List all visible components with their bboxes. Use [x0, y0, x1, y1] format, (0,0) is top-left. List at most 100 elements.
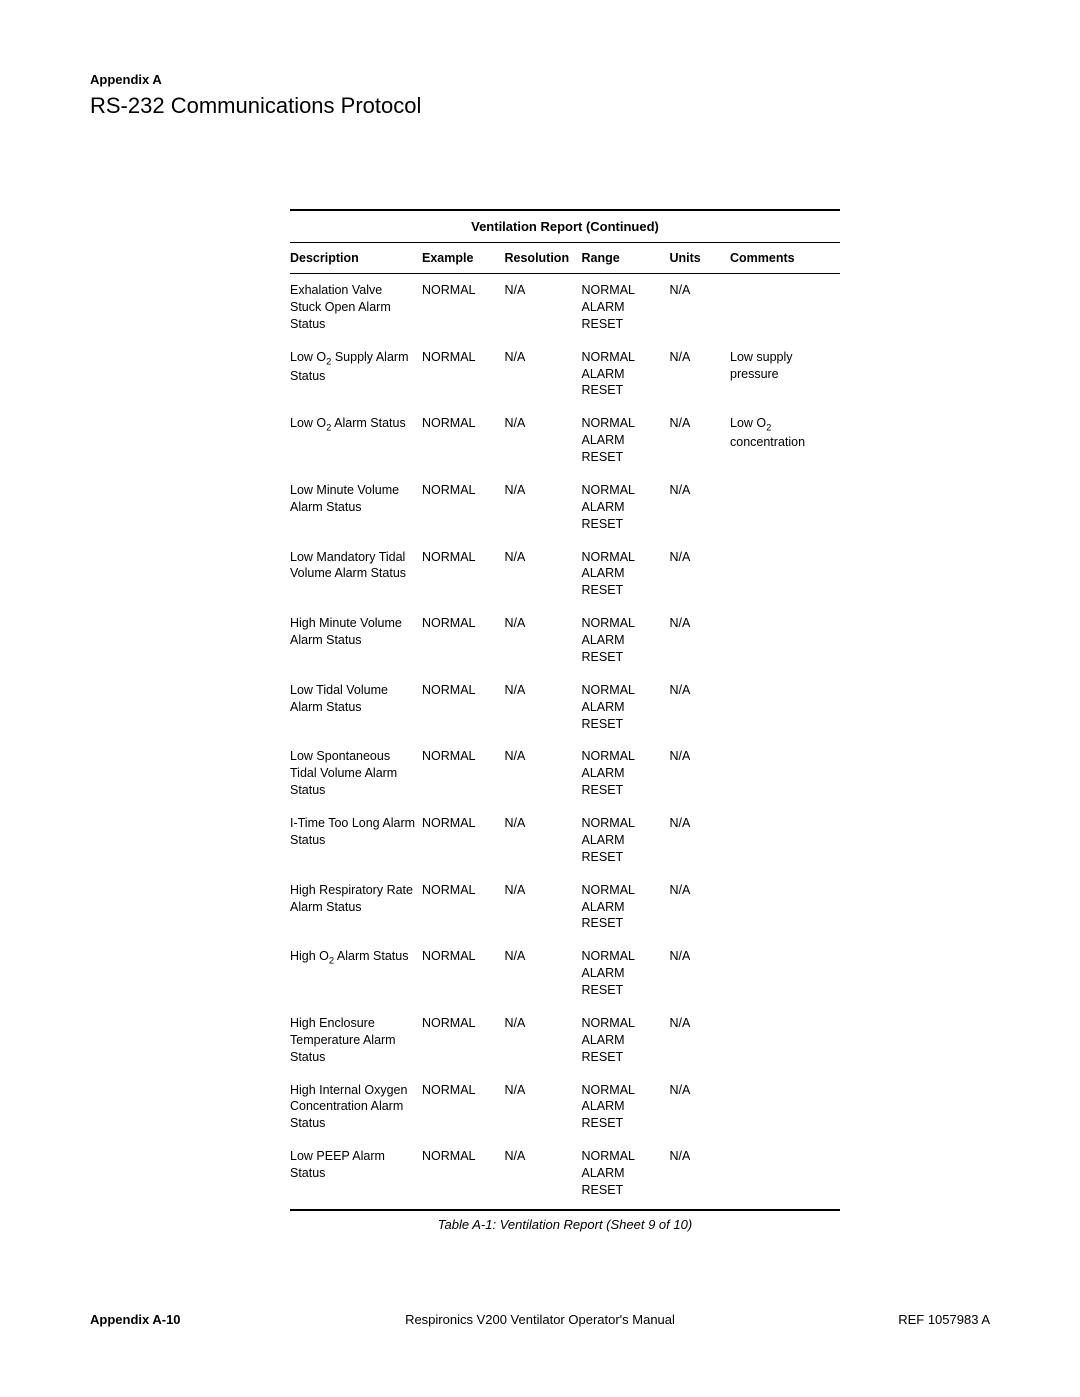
cell-units: N/A	[670, 341, 731, 408]
cell-comments	[730, 740, 840, 807]
cell-comments	[730, 541, 840, 608]
cell-description: Low Mandatory Tidal Volume Alarm Status	[290, 541, 422, 608]
table-row: High Respiratory Rate Alarm StatusNORMAL…	[290, 874, 840, 941]
cell-resolution: N/A	[505, 474, 582, 541]
col-header-comments: Comments	[730, 243, 840, 274]
table-row: High Minute Volume Alarm StatusNORMALN/A…	[290, 607, 840, 674]
cell-units: N/A	[670, 1074, 731, 1141]
cell-resolution: N/A	[505, 274, 582, 341]
cell-description: Low Spontaneous Tidal Volume Alarm Statu…	[290, 740, 422, 807]
cell-units: N/A	[670, 274, 731, 341]
cell-range: NORMALALARMRESET	[582, 1074, 670, 1141]
cell-resolution: N/A	[505, 341, 582, 408]
table-row: Low O2 Alarm StatusNORMALN/ANORMALALARMR…	[290, 407, 840, 474]
cell-description: Low O2 Supply Alarm Status	[290, 341, 422, 408]
cell-description: High Minute Volume Alarm Status	[290, 607, 422, 674]
cell-example: NORMAL	[422, 1074, 505, 1141]
cell-comments	[730, 807, 840, 874]
cell-resolution: N/A	[505, 940, 582, 1007]
cell-resolution: N/A	[505, 1140, 582, 1210]
cell-range: NORMALALARMRESET	[582, 1140, 670, 1210]
cell-resolution: N/A	[505, 1074, 582, 1141]
cell-resolution: N/A	[505, 607, 582, 674]
cell-range: NORMALALARMRESET	[582, 341, 670, 408]
footer-center: Respironics V200 Ventilator Operator's M…	[90, 1312, 990, 1327]
cell-comments	[730, 607, 840, 674]
cell-example: NORMAL	[422, 740, 505, 807]
col-header-example: Example	[422, 243, 505, 274]
cell-comments	[730, 274, 840, 341]
cell-resolution: N/A	[505, 1007, 582, 1074]
cell-description: Low Minute Volume Alarm Status	[290, 474, 422, 541]
cell-range: NORMALALARMRESET	[582, 474, 670, 541]
cell-range: NORMALALARMRESET	[582, 807, 670, 874]
cell-description: High O2 Alarm Status	[290, 940, 422, 1007]
cell-range: NORMALALARMRESET	[582, 607, 670, 674]
table-header-row: Description Example Resolution Range Uni…	[290, 243, 840, 274]
cell-example: NORMAL	[422, 274, 505, 341]
cell-description: High Enclosure Temperature Alarm Status	[290, 1007, 422, 1074]
cell-units: N/A	[670, 674, 731, 741]
table-row: High O2 Alarm StatusNORMALN/ANORMALALARM…	[290, 940, 840, 1007]
section-title: RS-232 Communications Protocol	[90, 93, 990, 119]
cell-units: N/A	[670, 874, 731, 941]
table-row: High Internal Oxygen Concentration Alarm…	[290, 1074, 840, 1141]
cell-example: NORMAL	[422, 607, 505, 674]
cell-units: N/A	[670, 940, 731, 1007]
cell-range: NORMALALARMRESET	[582, 674, 670, 741]
cell-units: N/A	[670, 474, 731, 541]
cell-units: N/A	[670, 807, 731, 874]
col-header-resolution: Resolution	[505, 243, 582, 274]
cell-description: Low O2 Alarm Status	[290, 407, 422, 474]
cell-comments: Low O2 concentration	[730, 407, 840, 474]
cell-description: High Respiratory Rate Alarm Status	[290, 874, 422, 941]
cell-units: N/A	[670, 541, 731, 608]
col-header-range: Range	[582, 243, 670, 274]
table-row: Low Tidal Volume Alarm StatusNORMALN/ANO…	[290, 674, 840, 741]
cell-example: NORMAL	[422, 874, 505, 941]
cell-units: N/A	[670, 1140, 731, 1210]
cell-units: N/A	[670, 1007, 731, 1074]
cell-resolution: N/A	[505, 740, 582, 807]
table-row: Low Minute Volume Alarm StatusNORMALN/AN…	[290, 474, 840, 541]
table-row: Low O2 Supply Alarm StatusNORMALN/ANORMA…	[290, 341, 840, 408]
table-row: Low Spontaneous Tidal Volume Alarm Statu…	[290, 740, 840, 807]
cell-units: N/A	[670, 607, 731, 674]
cell-range: NORMALALARMRESET	[582, 541, 670, 608]
cell-example: NORMAL	[422, 807, 505, 874]
table-body: Exhalation Valve Stuck Open Alarm Status…	[290, 274, 840, 1210]
col-header-units: Units	[670, 243, 731, 274]
cell-description: High Internal Oxygen Concentration Alarm…	[290, 1074, 422, 1141]
cell-description: Exhalation Valve Stuck Open Alarm Status	[290, 274, 422, 341]
cell-units: N/A	[670, 740, 731, 807]
cell-range: NORMALALARMRESET	[582, 874, 670, 941]
ventilation-report-table-wrap: Ventilation Report (Continued) Descripti…	[290, 209, 840, 1232]
cell-resolution: N/A	[505, 407, 582, 474]
table-row: I-Time Too Long Alarm StatusNORMALN/ANOR…	[290, 807, 840, 874]
cell-comments	[730, 474, 840, 541]
cell-resolution: N/A	[505, 807, 582, 874]
table-row: High Enclosure Temperature Alarm Status N…	[290, 1007, 840, 1074]
cell-comments	[730, 674, 840, 741]
table-row: Exhalation Valve Stuck Open Alarm Status…	[290, 274, 840, 341]
cell-comments	[730, 1140, 840, 1210]
page-footer: Appendix A-10 Respironics V200 Ventilato…	[90, 1312, 990, 1327]
cell-resolution: N/A	[505, 674, 582, 741]
cell-range: NORMALALARMRESET	[582, 274, 670, 341]
cell-example: NORMAL	[422, 341, 505, 408]
table-caption: Table A-1: Ventilation Report (Sheet 9 o…	[290, 1217, 840, 1232]
table-title: Ventilation Report (Continued)	[290, 209, 840, 243]
cell-example: NORMAL	[422, 940, 505, 1007]
cell-comments	[730, 940, 840, 1007]
cell-comments	[730, 874, 840, 941]
cell-comments	[730, 1007, 840, 1074]
cell-range: NORMALALARMRESET	[582, 407, 670, 474]
cell-range: NORMALALARMRESET	[582, 940, 670, 1007]
table-row: Low PEEP Alarm StatusNORMALN/ANORMALALAR…	[290, 1140, 840, 1210]
cell-comments: Low supply pressure	[730, 341, 840, 408]
cell-example: NORMAL	[422, 407, 505, 474]
cell-example: NORMAL	[422, 1140, 505, 1210]
cell-description: Low Tidal Volume Alarm Status	[290, 674, 422, 741]
cell-range: NORMALALARMRESET	[582, 1007, 670, 1074]
cell-description: Low PEEP Alarm Status	[290, 1140, 422, 1210]
